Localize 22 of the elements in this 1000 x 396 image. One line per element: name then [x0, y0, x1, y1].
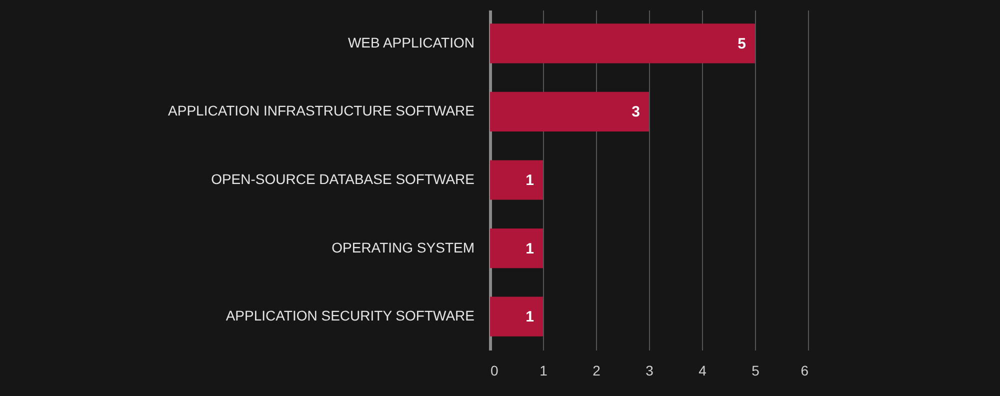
- x-tick-label: 3: [646, 362, 654, 378]
- data-label: 1: [526, 240, 534, 258]
- bar: [490, 228, 543, 268]
- data-label: 5: [738, 35, 746, 52]
- y-tick-label: APPLICATION INFRASTRUCTURE SOFTWARE: [168, 102, 474, 119]
- data-label: 1: [526, 308, 534, 326]
- data-label: 1: [526, 172, 534, 189]
- bar: [490, 92, 649, 132]
- x-tick-label: 6: [800, 362, 809, 378]
- x-tick-label: 2: [592, 362, 601, 378]
- bar: [490, 24, 755, 64]
- data-label: 3: [632, 104, 640, 121]
- y-tick-label: OPERATING SYSTEM: [332, 239, 474, 256]
- y-tick-label: APPLICATION SECURITY SOFTWARE: [226, 308, 474, 324]
- bar: [490, 160, 543, 200]
- x-tick-label: 1: [540, 362, 548, 378]
- x-tick-label: 4: [698, 362, 707, 378]
- bar: [490, 296, 543, 336]
- x-tick-label: 0: [490, 362, 498, 378]
- y-tick-label: WEB APPLICATION: [348, 34, 474, 50]
- x-tick-label: 5: [752, 362, 760, 378]
- y-tick-label: OPEN-SOURCE DATABASE SOFTWARE: [211, 171, 474, 187]
